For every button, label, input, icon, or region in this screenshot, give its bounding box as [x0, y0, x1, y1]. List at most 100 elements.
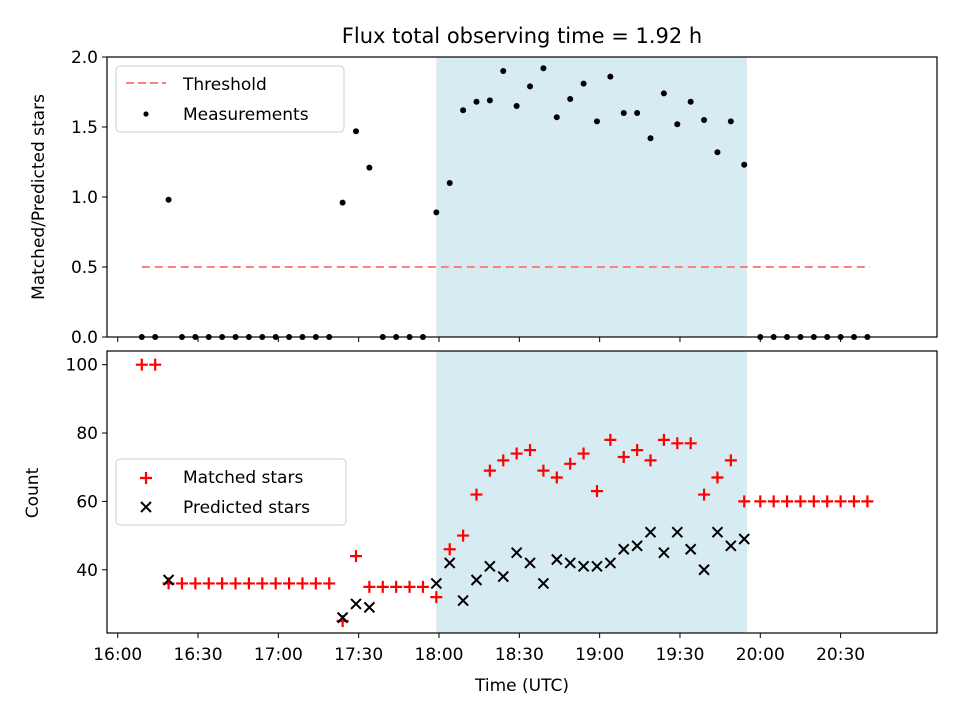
measurement-point	[165, 196, 172, 203]
predicted-star-marker	[698, 564, 710, 576]
matched-star-marker	[807, 495, 820, 508]
predicted-star-marker	[551, 553, 563, 566]
legend-measurements-label: Measurements	[183, 105, 309, 125]
bottom-y-axis-label: Count	[23, 467, 43, 518]
matched-star-marker	[229, 577, 242, 590]
bottom-x-tick-label: 19:30	[655, 645, 704, 665]
matched-star-marker	[524, 444, 537, 457]
measurement-point	[580, 80, 587, 87]
predicted-star-marker	[644, 526, 657, 538]
matched-star-marker	[644, 454, 657, 467]
bottom-x-tick-label: 16:30	[174, 645, 223, 665]
predicted-star-marker	[470, 574, 483, 586]
matched-star-marker	[781, 495, 794, 508]
matched-star-marker	[711, 471, 724, 484]
predicted-star-marker	[604, 557, 617, 569]
top-panel: 0.00.51.01.52.0 Matched/Predicted stars …	[29, 48, 938, 348]
matched-star-marker	[189, 577, 202, 590]
predicted-star-marker	[350, 598, 362, 610]
legend-predicted-swatch	[140, 501, 152, 513]
measurement-point	[687, 98, 694, 105]
bottom-y-tick-label: 80	[76, 424, 98, 444]
measurement-point	[527, 83, 534, 90]
bottom-y-tick-label: 40	[76, 561, 98, 581]
bottom-y-tick-label: 60	[76, 492, 98, 512]
predicted-star-marker	[162, 574, 175, 586]
top-legend: Threshold Measurements	[115, 65, 345, 133]
top-shaded-span	[436, 57, 747, 337]
matched-star-marker	[430, 591, 443, 604]
matched-star-marker	[631, 444, 644, 457]
measurement-point	[607, 73, 614, 80]
predicted-star-marker	[510, 546, 523, 559]
predicted-star-marker	[591, 560, 603, 573]
legend-predicted-label: Predicted stars	[183, 498, 310, 518]
predicted-star-marker	[363, 601, 376, 614]
matched-star-marker	[403, 580, 416, 593]
predicted-star-marker	[618, 543, 630, 555]
predicted-star-marker	[430, 577, 443, 590]
matched-star-marker	[202, 577, 215, 590]
x-axis-label: Time (UTC)	[474, 676, 569, 696]
bottom-axes-frame	[106, 350, 938, 634]
matched-star-marker	[724, 454, 737, 467]
predicted-star-markers	[162, 526, 750, 624]
matched-star-marker	[175, 577, 188, 590]
matched-star-marker	[443, 543, 456, 556]
matched-star-marker	[577, 447, 590, 460]
bottom-y-ticks: 40 60 80 100	[66, 356, 107, 581]
measurement-point	[714, 149, 721, 156]
matched-star-marker	[767, 495, 780, 508]
matched-star-marker	[376, 580, 389, 593]
measurement-point	[540, 65, 547, 72]
top-x-ticks	[117, 337, 842, 342]
predicted-star-marker	[711, 526, 724, 538]
predicted-star-marker	[457, 594, 469, 607]
measurement-point	[433, 209, 440, 216]
legend-threshold-label: Threshold	[182, 75, 267, 95]
measurement-point	[460, 107, 467, 114]
predicted-star-marker	[444, 557, 456, 569]
top-y-tick-label: 1.5	[71, 118, 98, 138]
measurement-point	[727, 118, 734, 125]
bottom-x-tick-label: 20:30	[816, 645, 865, 665]
predicted-star-marker	[671, 526, 683, 538]
predicted-star-marker	[684, 543, 697, 555]
measurement-point	[647, 135, 654, 142]
bottom-x-ticks: 16:00 16:30 17:00 17:30 18:00 18:30 19:00 19:30…	[93, 633, 865, 665]
predicted-star-marker	[484, 560, 496, 573]
bottom-y-tick-label: 100	[66, 356, 98, 376]
measurement-point	[500, 68, 507, 74]
measurement-point	[353, 128, 359, 135]
bottom-x-tick-label: 17:00	[254, 645, 303, 665]
matched-star-marker	[698, 488, 711, 501]
bottom-x-tick-label: 20:00	[736, 645, 785, 665]
matched-star-marker	[684, 437, 697, 450]
measurement-point	[446, 180, 453, 186]
matched-star-marker	[283, 577, 296, 590]
matched-star-marker	[657, 433, 670, 446]
matched-star-marker	[363, 580, 376, 593]
top-y-tick-label: 1.0	[71, 188, 98, 208]
matched-star-marker	[821, 495, 834, 508]
matched-star-marker	[242, 577, 255, 590]
matched-star-marker	[671, 437, 684, 450]
measurement-point	[486, 97, 493, 104]
top-y-tick-label: 2.0	[71, 48, 98, 68]
top-legend-box	[115, 65, 345, 133]
matched-star-marker	[256, 577, 269, 590]
predicted-star-marker	[564, 557, 576, 569]
matched-star-marker	[738, 495, 751, 508]
bottom-x-tick-label: 19:00	[575, 645, 624, 665]
matched-star-marker	[457, 529, 470, 542]
matched-star-marker	[550, 471, 563, 484]
chart-title: Flux total observing time = 1.92 h	[342, 24, 702, 48]
measurement-point	[366, 164, 373, 171]
matched-star-marker	[323, 577, 336, 590]
matched-star-marker	[848, 495, 860, 508]
bottom-x-tick-label: 18:30	[495, 645, 544, 665]
measurement-point	[634, 110, 641, 116]
measurement-point	[339, 199, 346, 206]
predicted-star-marker	[537, 577, 550, 590]
